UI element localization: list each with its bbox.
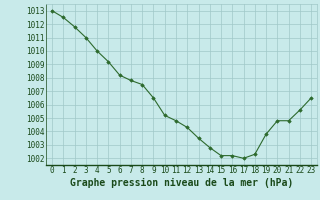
X-axis label: Graphe pression niveau de la mer (hPa): Graphe pression niveau de la mer (hPa) [70,178,293,188]
